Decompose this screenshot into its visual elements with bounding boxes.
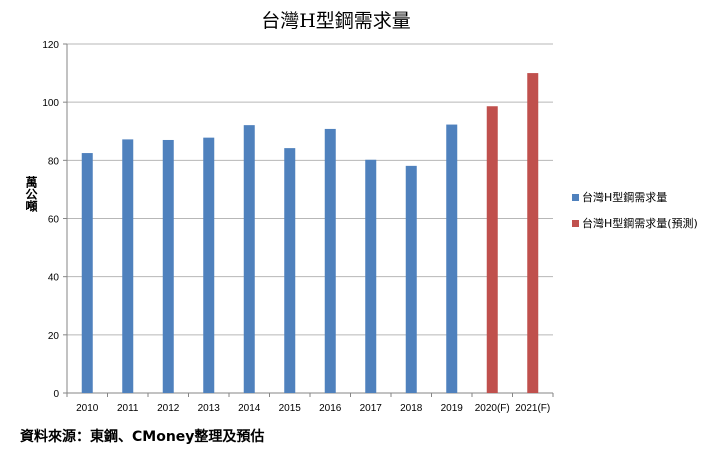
legend-label-forecast: 台灣H型鋼需求量(預測) — [582, 217, 698, 230]
x-tick-label: 2012 — [157, 403, 180, 414]
legend-swatch-forecast — [572, 219, 579, 227]
legend-swatch-actual — [572, 193, 579, 201]
x-tick-label: 2011 — [117, 403, 139, 414]
x-tick-label: 2013 — [198, 403, 221, 414]
legend-item-actual: 台灣H型鋼需求量 — [572, 188, 698, 206]
y-tick-label: 120 — [42, 40, 59, 51]
y-tick-label: 80 — [48, 156, 60, 167]
bar-forecast-2020(F) — [486, 106, 498, 393]
chart-title: 台灣H型鋼需求量 — [261, 10, 411, 32]
bar-actual-2012 — [162, 139, 174, 393]
source-note: 資料來源：東鋼、CMoney整理及預估 — [20, 429, 265, 445]
bar-actual-2013 — [203, 137, 215, 393]
y-tick-label: 20 — [48, 331, 60, 342]
bar-actual-2011 — [122, 139, 134, 393]
bar-actual-2014 — [243, 125, 255, 393]
y-tick-label: 100 — [42, 98, 59, 109]
bar-actual-2010 — [81, 153, 93, 393]
y-tick-label: 0 — [53, 389, 59, 400]
x-tick-label: 2015 — [279, 403, 302, 414]
bar-actual-2017 — [365, 159, 377, 393]
x-tick-label: 2020(F) — [475, 403, 510, 414]
x-tick-label: 2016 — [319, 403, 342, 414]
x-tick-label: 2019 — [441, 403, 464, 414]
bar-actual-2019 — [446, 124, 458, 393]
y-axis-label: 萬公噸 — [24, 176, 38, 212]
bar-actual-2015 — [284, 148, 296, 393]
y-tick-label: 60 — [48, 215, 60, 226]
x-tick-label: 2018 — [400, 403, 423, 414]
x-tick-label: 2017 — [360, 403, 383, 414]
x-tick-label: 2014 — [238, 403, 261, 414]
bar-actual-2018 — [405, 165, 417, 393]
x-tick-label: 2010 — [76, 403, 99, 414]
x-tick-label: 2021(F) — [515, 403, 550, 414]
bar-actual-2016 — [324, 128, 336, 393]
legend: 台灣H型鋼需求量 台灣H型鋼需求量(預測) — [572, 188, 698, 240]
y-tick-label: 40 — [48, 273, 60, 284]
legend-item-forecast: 台灣H型鋼需求量(預測) — [572, 214, 698, 232]
bar-forecast-2021(F) — [527, 73, 539, 393]
legend-label-actual: 台灣H型鋼需求量 — [582, 191, 668, 204]
